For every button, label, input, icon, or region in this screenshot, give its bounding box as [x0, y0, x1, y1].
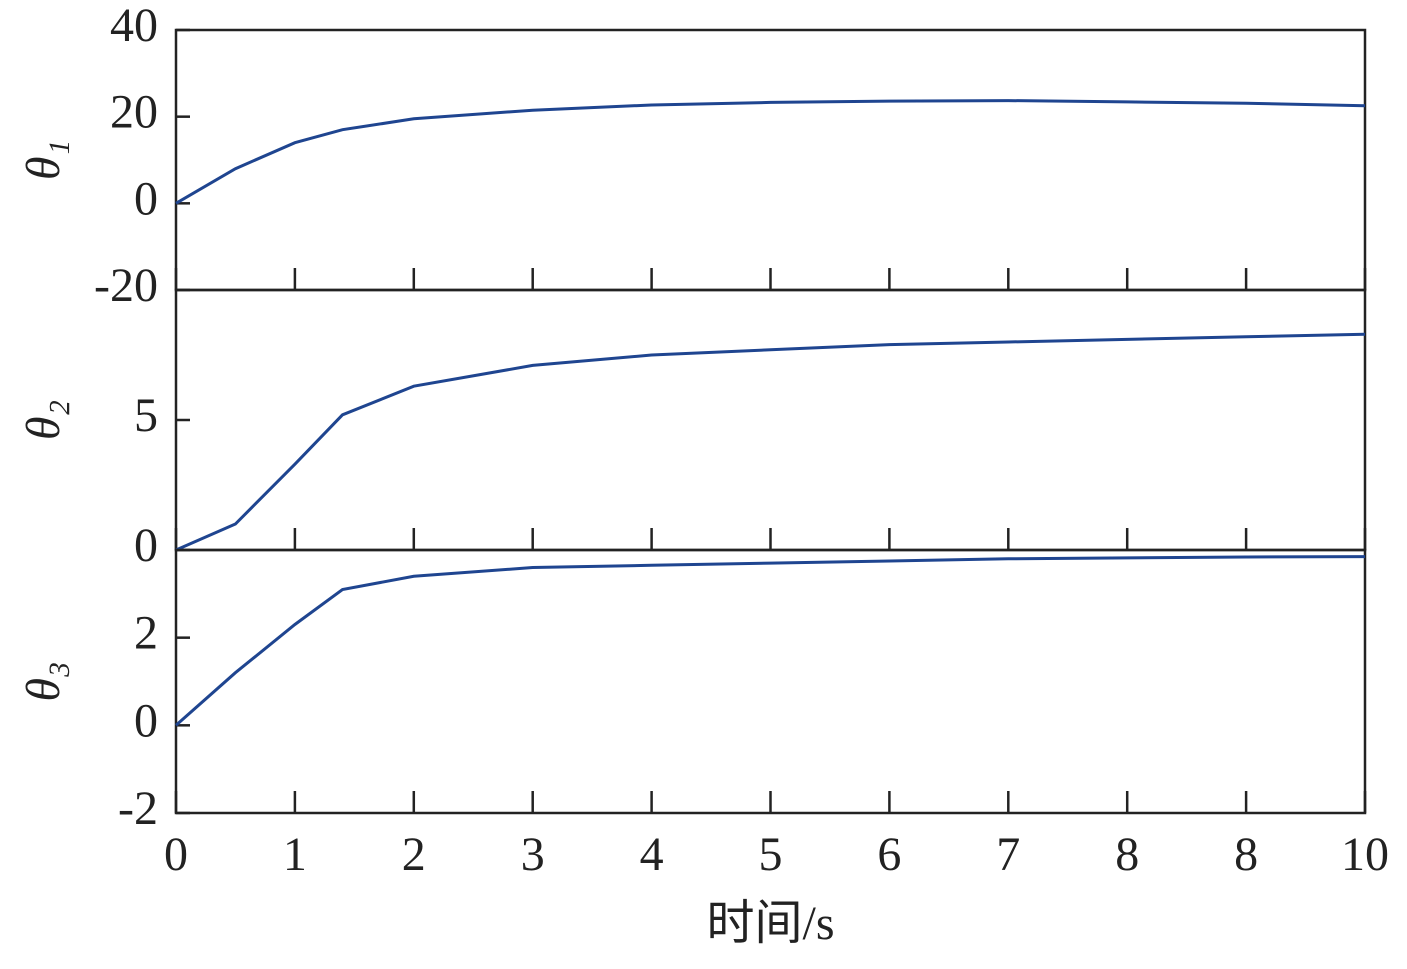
plot-frame — [174, 548, 1367, 815]
x-tick-label: 8 — [1115, 828, 1139, 881]
data-line — [175, 555, 1366, 727]
y-tick-label: 0 — [134, 519, 158, 572]
x-tick-label: 7 — [996, 828, 1020, 881]
y-tick-label: 2 — [134, 607, 158, 660]
data-line — [175, 332, 1366, 552]
y-tick-label: -2 — [118, 782, 158, 835]
plot-frame — [174, 288, 1367, 552]
x-tick-label: 6 — [877, 828, 901, 881]
y-axis-label: θ₃ — [17, 661, 70, 701]
y-tick-label: 0 — [134, 172, 158, 225]
y-axis-label: θ₂ — [17, 400, 70, 440]
x-tick-label: 0 — [164, 828, 188, 881]
y-axis-label: θ₁ — [17, 140, 70, 180]
y-tick-label: 0 — [134, 694, 158, 747]
x-tick-label: 2 — [402, 828, 426, 881]
x-tick-label: 4 — [640, 828, 664, 881]
y-tick-label: 20 — [110, 86, 158, 139]
x-tick-label: 3 — [521, 828, 545, 881]
x-tick-label: 10 — [1341, 828, 1389, 881]
x-tick-label: 1 — [283, 828, 307, 881]
y-tick-label: -20 — [94, 259, 158, 312]
data-line — [175, 99, 1366, 205]
x-tick-label: 5 — [759, 828, 783, 881]
x-axis-label: 时间/s — [706, 897, 834, 950]
y-tick-label: 40 — [110, 0, 158, 52]
x-tick-label: 8 — [1234, 828, 1258, 881]
plot-frame — [174, 28, 1367, 292]
y-tick-label: 5 — [134, 389, 158, 442]
